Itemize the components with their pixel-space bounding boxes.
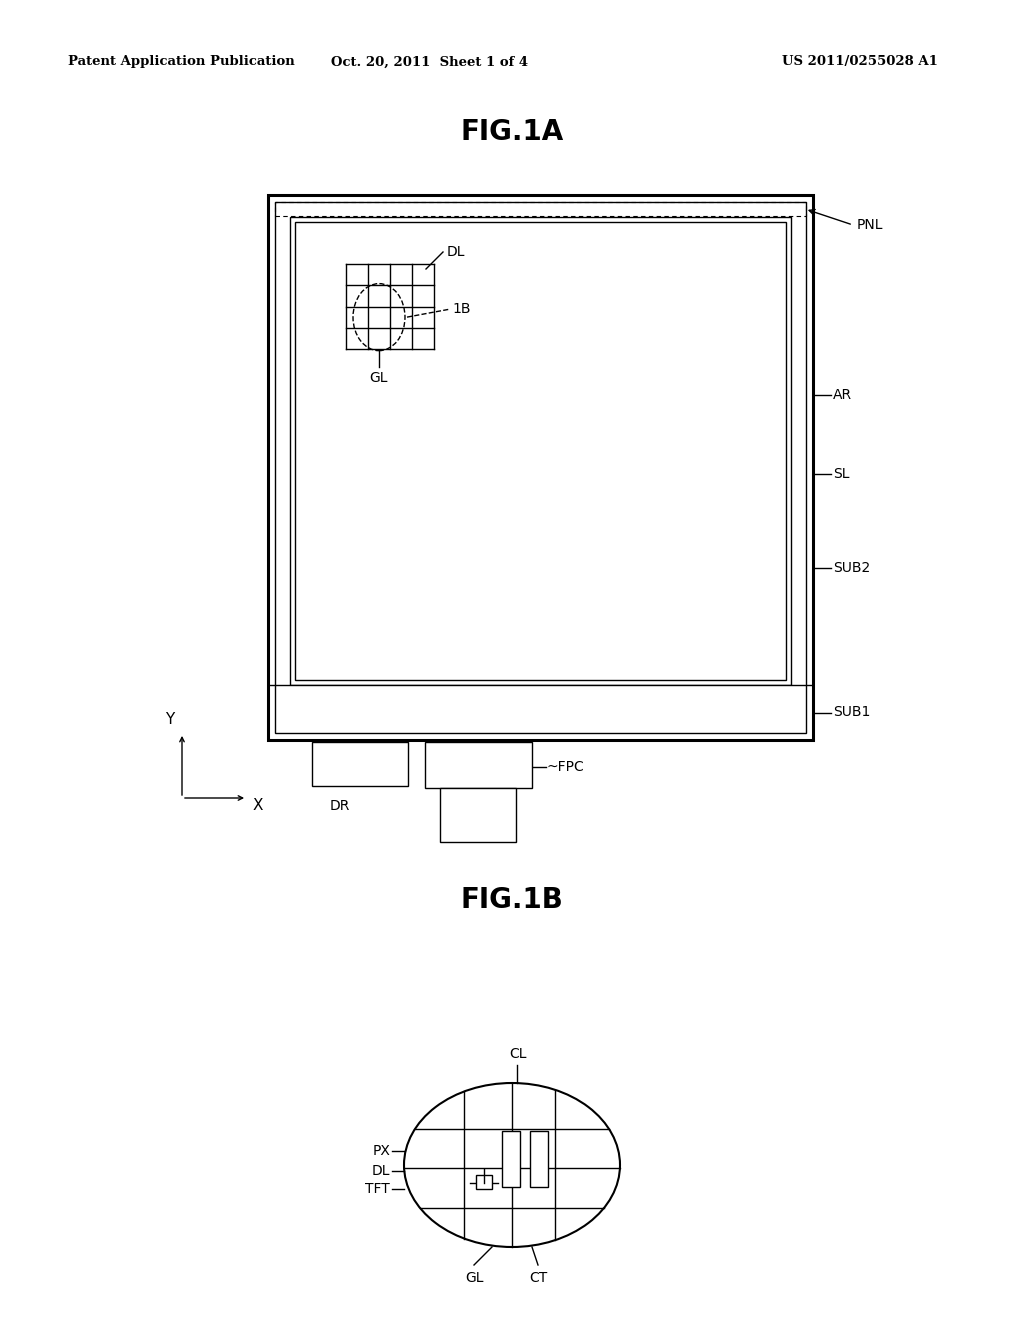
Bar (502, 1131, 520, 1187)
Bar (290, 216, 791, 685)
Text: PNL: PNL (857, 218, 884, 232)
Bar (268, 195, 813, 741)
Text: TFT: TFT (366, 1181, 390, 1196)
Bar (275, 202, 806, 216)
Text: Oct. 20, 2011  Sheet 1 of 4: Oct. 20, 2011 Sheet 1 of 4 (332, 55, 528, 69)
Text: X: X (253, 799, 263, 813)
Text: SUB2: SUB2 (833, 561, 870, 576)
Text: GL: GL (465, 1271, 483, 1284)
Text: 1B: 1B (452, 302, 470, 315)
Text: DL: DL (372, 1164, 390, 1177)
Text: AR: AR (833, 388, 852, 401)
Bar (268, 685, 813, 741)
Text: SL: SL (833, 467, 850, 482)
Text: Patent Application Publication: Patent Application Publication (68, 55, 295, 69)
Bar (530, 1131, 548, 1187)
Bar (295, 222, 786, 680)
Text: GL: GL (370, 371, 388, 385)
Text: DR: DR (330, 799, 350, 813)
Bar (312, 742, 408, 785)
Text: PX: PX (372, 1144, 390, 1158)
Text: Y: Y (165, 711, 175, 727)
Bar (275, 202, 806, 733)
Text: FIG.1B: FIG.1B (461, 886, 563, 913)
Text: SUB1: SUB1 (833, 705, 870, 719)
Bar (440, 788, 516, 842)
Text: US 2011/0255028 A1: US 2011/0255028 A1 (782, 55, 938, 69)
Text: CL: CL (509, 1047, 526, 1061)
Text: CT: CT (528, 1271, 547, 1284)
Ellipse shape (404, 1082, 620, 1247)
Text: DL: DL (447, 246, 466, 259)
Text: ~FPC: ~FPC (547, 760, 585, 775)
Text: FIG.1A: FIG.1A (461, 117, 563, 147)
Bar (476, 1175, 492, 1189)
Bar (425, 742, 532, 788)
